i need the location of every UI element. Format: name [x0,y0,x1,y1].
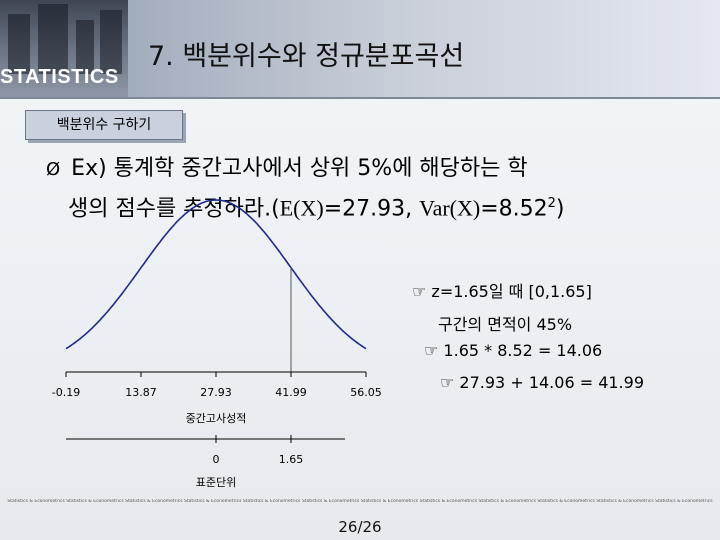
note-calc-2: ☞ 27.93 + 14.06 = 41.99 [440,373,644,392]
statistics-label: STATISTICS [0,66,119,88]
variance-label: Var(X) [419,195,481,221]
header-building-image [0,0,128,98]
building-shape [100,10,122,74]
problem-text: Ø Ex) 통계학 중간고사에서 상위 5%에 해당하는 학 생의 점수를 추정… [46,152,565,226]
slide-header: STATISTICS 7. 백분위수와 정규분포곡선 [0,0,720,99]
header-divider [0,97,720,99]
variance-exponent: 2 [547,196,556,211]
z-tick-label: 1.65 [279,453,304,466]
problem-line-2: 생의 점수를 추정하라.(E(X)=27.93, Var(X)=8.522) [46,187,565,226]
note-z-value: ☞ z=1.65일 때 [0,1.65] [412,282,592,301]
problem-line-2-prefix: 생의 점수를 추정하라.( [68,196,280,222]
z-axis-label: 표준단위 [196,476,236,489]
bullet-arrow-icon: Ø [46,159,61,180]
note-area: 구간의 면적이 45% [438,315,573,334]
building-shape [38,4,68,74]
expectation-value: =27.93, [323,196,420,222]
x-tick-label: 27.93 [200,386,232,399]
problem-line-1: Ø Ex) 통계학 중간고사에서 상위 5%에 해당하는 학 [46,152,565,187]
slide-title: 7. 백분위수와 정규분포곡선 [148,41,465,72]
building-shape [8,14,30,74]
z-axis-ticks: 0 1.65 [213,435,304,466]
footer-strip: Statistics & Econometrics Statistics & E… [7,499,713,504]
x-tick-label: 41.99 [275,386,307,399]
x-tick-label: 56.05 [350,386,382,399]
page-number: 26/26 [338,518,382,536]
building-shape [76,20,94,74]
variance-value: =8.52 [480,196,548,222]
note-calc-1: ☞ 1.65 * 8.52 = 14.06 [424,341,603,360]
problem-line-1-text: Ex) 통계학 중간고사에서 상위 5%에 해당하는 학 [71,156,528,181]
expectation-label: E(X) [279,195,324,221]
x-axis-label: 중간고사성적 [186,412,247,425]
section-tab: 백분위수 구하기 [25,110,183,140]
z-tick-label: 0 [213,453,220,466]
x-axis-ticks: -0.19 13.87 27.93 41.99 56.05 [52,372,382,399]
normal-curve [65,199,367,350]
x-tick-label: -0.19 [52,386,80,399]
x-tick-label: 13.87 [125,386,157,399]
problem-close-paren: ) [555,196,565,222]
